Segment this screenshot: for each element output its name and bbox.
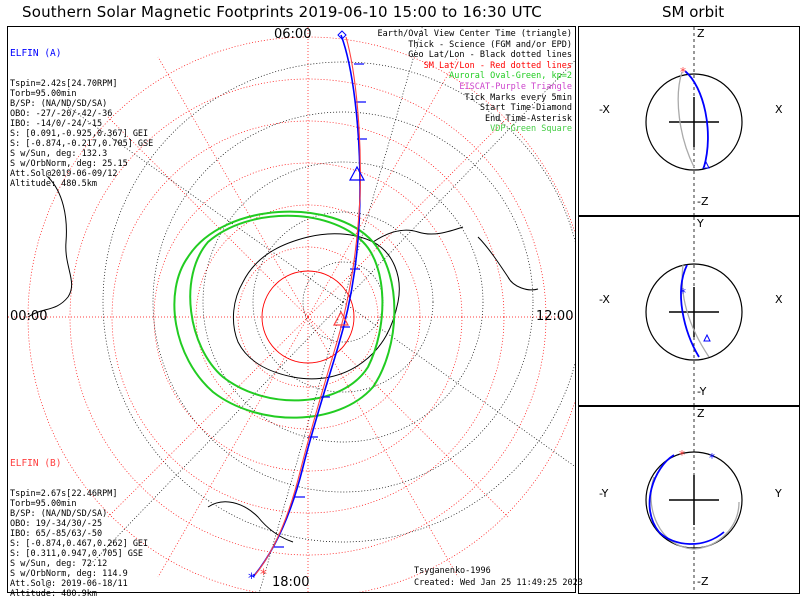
orbit-xz-top-label: Z: [697, 27, 705, 40]
footprint-map-frame: * * 06:00 00:00 12:00 18:00: [7, 26, 576, 593]
elfin-b-line: B/SP: (NA/ND/SD/SA): [10, 509, 108, 519]
orbit-xy-right-label: X: [775, 293, 783, 306]
elfin-b-line: S: [-0.874,0.467,0.262] GEI: [10, 539, 149, 549]
legend-entry: Start Time-Diamond: [479, 103, 572, 114]
auroral-oval: [173, 210, 396, 419]
page-title: Southern Solar Magnetic Footprints 2019-…: [22, 3, 542, 21]
orbit-yz-bottom-label: -Z: [697, 575, 709, 588]
elfin-a-name: ELFIN (A): [10, 48, 62, 59]
orbit-xy-bottom-label: -Y: [697, 385, 707, 398]
elfin-a-end-asterisk: *: [248, 571, 255, 587]
legend-entry: Thick - Science (FGM and/or EPD): [408, 39, 572, 50]
elfin-b-line: S: [0.311,0.947,0.705] GSE: [10, 549, 144, 559]
orbit-panel-xz: * Z -Z -X X: [578, 26, 800, 216]
orbit-plot-xy: *: [645, 217, 743, 405]
legend-entry: Geo Lat/Lon - Black dotted lines: [408, 50, 572, 61]
orbit-plot-yz: * *: [645, 407, 743, 593]
created-timestamp: Created: Wed Jan 25 11:49:25 2023: [414, 578, 583, 588]
legend-entry: VDP-Green Square: [490, 124, 572, 135]
legend-entry: EISCAT-Purple Triangle: [459, 81, 572, 92]
south-america-coast: [477, 236, 539, 291]
svg-text:*: *: [680, 286, 686, 300]
elfin-b-line: Altitude: 480.9km: [10, 589, 97, 599]
elfin-a-line: B/SP: (NA/ND/SD/SA): [10, 99, 108, 109]
start-diamond: [337, 30, 347, 40]
inner-sm-circle: [261, 270, 355, 364]
elfin-b-line: Tspin=2.67s[22.46RPM]: [10, 489, 118, 499]
elfin-a-info: ELFIN (A) Tspin=2.42s[24.70RPM] Torb=95.0…: [10, 29, 153, 199]
elfin-b-line: IBO: 65/-85/63/-50: [10, 529, 103, 539]
peninsula-coast: [372, 226, 464, 243]
orbit-plot-xz: *: [645, 27, 743, 215]
orbit-yz-left-label: -Y: [599, 487, 609, 500]
orbit-xz-left-label: -X: [599, 103, 610, 116]
orbit-panel-yz: * * Z -Z -Y Y: [578, 406, 800, 594]
antarctica-coast: [233, 233, 400, 380]
elfin-a-track: [252, 34, 361, 578]
orbit-xy-top-label: Y: [697, 217, 704, 230]
elfin-b-line: S w/Sun, deg: 72.12: [10, 559, 108, 569]
orbit-xy-left-label: -X: [599, 293, 610, 306]
elfin-a-ticks: [274, 63, 367, 548]
legend-entry: SM Lat/Lon - Red dotted lines: [423, 60, 572, 71]
orbit-panel-xy: * Y -Y -X X: [578, 216, 800, 406]
elfin-a-view-center-triangle: [348, 165, 366, 181]
legend-entry: Earth/Oval View Center Time (triangle): [377, 29, 572, 39]
elfin-b-line: Att.Sol@: 2019-06-18/11: [10, 579, 128, 589]
elfin-a-line: Altitude: 480.5km: [10, 179, 97, 189]
mlt-label-bottom: 18:00: [272, 575, 310, 590]
mlt-label-left: 00:00: [10, 309, 48, 324]
mlt-label-right: 12:00: [536, 309, 574, 324]
orbit-xz-right-label: X: [775, 103, 783, 116]
svg-text:*: *: [679, 448, 685, 462]
elfin-b-line: S w/OrbNorm, deg: 114.9: [10, 569, 128, 579]
model-credit: Tsyganenko-1996: [414, 566, 491, 576]
legend: Earth/Oval View Center Time (triangle) Th…: [378, 29, 572, 135]
australia-coast: [207, 501, 294, 543]
mlt-label-top: 06:00: [274, 27, 312, 42]
elfin-a-line: Att.Sol@2019-06-09/12: [10, 169, 118, 179]
elfin-b-track: [254, 36, 361, 576]
elfin-b-view-center-triangle: [332, 310, 350, 326]
legend-entry: Tick Marks every 5min: [464, 92, 572, 103]
legend-entry: Auroral Oval-Green, kp=2: [449, 71, 572, 82]
elfin-a-line: IBO: -14/0/-24/-15: [10, 119, 103, 129]
footprint-map: * *: [8, 27, 575, 592]
elfin-a-line: S: [0.091,-0.925,0.367] GEI: [10, 129, 149, 139]
orbit-xz-bottom-label: -Z: [697, 195, 709, 208]
elfin-a-line: S w/OrbNorm, deg: 25.15: [10, 159, 128, 169]
elfin-a-line: Torb=95.00min: [10, 89, 77, 99]
elfin-b-name: ELFIN (B): [10, 458, 62, 469]
elfin-a-line: S w/Sun, deg: 132.3: [10, 149, 108, 159]
elfin-b-end-asterisk: *: [260, 567, 267, 583]
orbit-yz-top-label: Z: [697, 407, 705, 420]
elfin-a-line: S: [-0.874,-0.217,0.705] GSE: [10, 139, 154, 149]
orbit-yz-right-label: Y: [775, 487, 782, 500]
elfin-b-line: Torb=95.00min: [10, 499, 77, 509]
orbit-title: SM orbit: [662, 3, 725, 21]
elfin-a-lines: Tspin=2.42s[24.70RPM] Torb=95.00min B/SP: …: [10, 79, 153, 189]
elfin-b-line: OBO: 19/-34/30/-25: [10, 519, 103, 529]
legend-entry: End Time-Asterisk: [485, 113, 572, 124]
africa-coast: [27, 176, 73, 318]
svg-text:*: *: [709, 451, 715, 465]
svg-text:*: *: [680, 65, 686, 79]
elfin-b-lines: Tspin=2.67s[22.46RPM] Torb=95.00min B/SP: …: [10, 489, 148, 599]
elfin-b-info: ELFIN (B) Tspin=2.67s[22.46RPM] Torb=95.0…: [10, 439, 148, 609]
elfin-a-line: Tspin=2.42s[24.70RPM]: [10, 79, 118, 89]
elfin-a-line: OBO: -27/-20/-42/-36: [10, 109, 113, 119]
